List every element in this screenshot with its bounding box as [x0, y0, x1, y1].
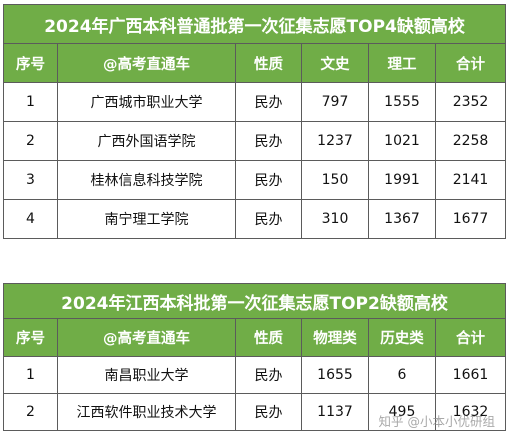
col-header-physics: 物理类	[301, 318, 369, 357]
cell-type: 民办	[235, 121, 302, 161]
cell-type: 民办	[235, 393, 302, 431]
cell-type: 民办	[235, 82, 302, 122]
col-header-history: 历史类	[368, 318, 436, 357]
cell-total: 2258	[434, 121, 507, 161]
cell-school: 江西软件职业技术大学	[57, 393, 236, 431]
table-row: 2 江西软件职业技术大学 民办 1137 495 1632	[3, 393, 506, 431]
cell-liberal-arts: 150	[301, 160, 369, 200]
col-header-liberal-arts: 文史	[301, 43, 369, 83]
cell-liberal-arts: 1237	[301, 121, 369, 161]
table-row: 1 广西城市职业大学 民办 797 1555 2352	[3, 82, 507, 122]
cell-index: 2	[3, 393, 58, 431]
cell-liberal-arts: 310	[301, 199, 369, 239]
cell-total: 1632	[435, 393, 506, 431]
cell-index: 1	[3, 356, 58, 394]
cell-index: 4	[3, 199, 58, 239]
cell-school: 广西城市职业大学	[57, 82, 236, 122]
table-title: 2024年江西本科批第一次征集志愿TOP2缺额高校	[3, 283, 506, 319]
cell-school: 广西外国语学院	[57, 121, 236, 161]
cell-liberal-arts: 797	[301, 82, 369, 122]
cell-science: 1991	[368, 160, 436, 200]
cell-index: 3	[3, 160, 58, 200]
col-header-school: @高考直通车	[57, 43, 236, 83]
cell-total: 1677	[434, 199, 507, 239]
cell-school: 南昌职业大学	[57, 356, 236, 394]
cell-science: 1367	[368, 199, 436, 239]
table-header-row: 序号 @高考直通车 性质 文史 理工 合计	[3, 43, 507, 83]
cell-index: 1	[3, 82, 58, 122]
cell-type: 民办	[235, 199, 302, 239]
table-row: 3 桂林信息科技学院 民办 150 1991 2141	[3, 160, 507, 200]
cell-total: 2352	[434, 82, 507, 122]
col-header-total: 合计	[435, 318, 506, 357]
col-header-school: @高考直通车	[57, 318, 236, 357]
cell-school: 南宁理工学院	[57, 199, 236, 239]
cell-science: 1021	[368, 121, 436, 161]
cell-type: 民办	[235, 356, 302, 394]
cell-school: 桂林信息科技学院	[57, 160, 236, 200]
col-header-science: 理工	[368, 43, 436, 83]
table-row: 4 南宁理工学院 民办 310 1367 1677	[3, 199, 507, 239]
table-title: 2024年广西本科普通批第一次征集志愿TOP4缺额高校	[2, 4, 507, 44]
col-header-type: 性质	[235, 43, 302, 83]
cell-index: 2	[3, 121, 58, 161]
cell-science: 1555	[368, 82, 436, 122]
cell-history: 6	[368, 356, 436, 394]
col-header-index: 序号	[3, 318, 58, 357]
cell-physics: 1655	[301, 356, 369, 394]
cell-physics: 1137	[301, 393, 369, 431]
table-row: 1 南昌职业大学 民办 1655 6 1661	[3, 356, 506, 394]
col-header-type: 性质	[235, 318, 302, 357]
cell-history: 495	[368, 393, 436, 431]
jiangxi-table: 2024年江西本科批第一次征集志愿TOP2缺额高校 序号 @高考直通车 性质 物…	[3, 283, 506, 431]
col-header-index: 序号	[3, 43, 58, 83]
table-title-row: 2024年广西本科普通批第一次征集志愿TOP4缺额高校	[2, 4, 507, 44]
col-header-total: 合计	[434, 43, 507, 83]
cell-total: 1661	[435, 356, 506, 394]
table-title-row: 2024年江西本科批第一次征集志愿TOP2缺额高校	[3, 283, 506, 319]
cell-total: 2141	[434, 160, 507, 200]
table-row: 2 广西外国语学院 民办 1237 1021 2258	[3, 121, 507, 161]
cell-type: 民办	[235, 160, 302, 200]
table-header-row: 序号 @高考直通车 性质 物理类 历史类 合计	[3, 318, 506, 357]
guangxi-table: 2024年广西本科普通批第一次征集志愿TOP4缺额高校 序号 @高考直通车 性质…	[2, 4, 507, 239]
